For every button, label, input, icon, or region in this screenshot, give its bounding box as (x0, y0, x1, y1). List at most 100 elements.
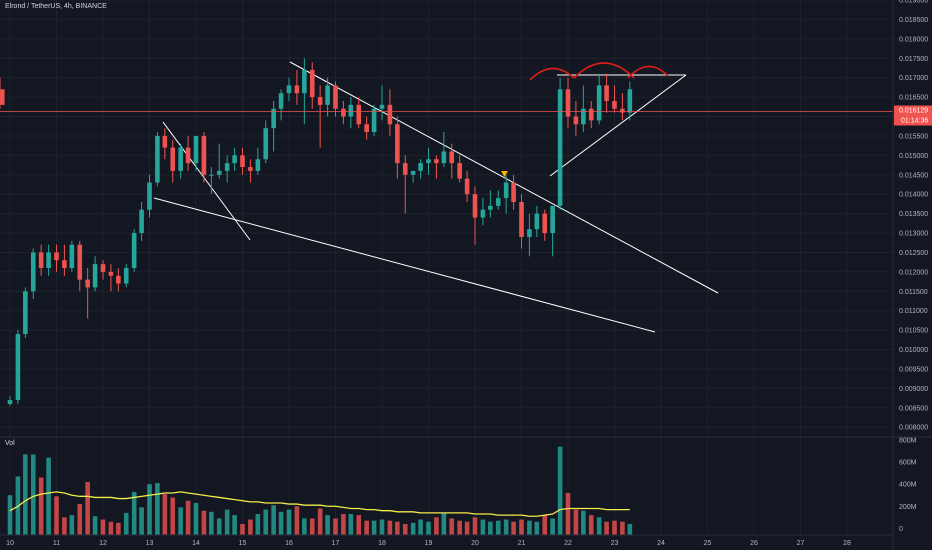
volume-bar (116, 522, 121, 535)
price-tick-label: 0.013000 (899, 231, 928, 238)
volume-bar (620, 521, 625, 535)
volume-bar (123, 512, 129, 535)
time-tick-label: 12 (99, 540, 107, 547)
candle-body (216, 170, 222, 175)
candle-body (434, 159, 439, 164)
candle-body (557, 89, 563, 206)
volume-tick-label: 400M (899, 482, 917, 489)
top-arc-3[interactable] (627, 65, 669, 79)
time-tick-label: 13 (146, 540, 154, 547)
candle-body (542, 213, 548, 234)
symbol-title[interactable]: Elrond / TetherUS, 4h, BINANCE (5, 3, 107, 10)
volume-bar (588, 515, 594, 535)
volume-axis[interactable]: 0 200M 400M 600M 800M (899, 438, 917, 533)
candle-body (387, 104, 393, 125)
top-arc-2[interactable] (573, 62, 635, 79)
candle-body (7, 400, 13, 404)
descending-resistance-line[interactable] (289, 61, 719, 294)
volume-bar (162, 494, 168, 535)
candle-body (317, 97, 323, 105)
candle-body (46, 252, 51, 268)
volume-bar (488, 521, 493, 535)
price-tick-label: 0.011000 (899, 308, 928, 315)
volume-tick-label: 200M (899, 504, 917, 511)
volume-bar (286, 509, 292, 535)
volume-bar (155, 483, 160, 535)
volume-bar (201, 510, 207, 535)
price-tick-label: 0.015500 (899, 133, 928, 140)
lower-channel-line[interactable] (153, 197, 656, 333)
volume-ma-line (9, 491, 630, 517)
current-price-label: 0.016129 01:14:36 (894, 105, 932, 126)
candle-body (364, 124, 369, 133)
candle-body (248, 167, 253, 171)
top-arc-1[interactable] (529, 67, 575, 81)
price-tick-label: 0.017500 (899, 56, 928, 63)
candle-body (333, 85, 338, 109)
grid-lines (0, 0, 893, 535)
volume-bar (410, 522, 416, 535)
price-axis[interactable]: 0.008000 0.008500 0.009000 0.009500 0.010000… (899, 0, 928, 432)
candle-body (612, 100, 617, 109)
candle-body (131, 233, 137, 268)
candle-body (100, 264, 106, 272)
volume-bar (472, 517, 478, 535)
volume-bar (627, 523, 633, 535)
candle-body (193, 135, 199, 164)
volume-bar (209, 511, 214, 535)
time-tick-label: 19 (425, 540, 433, 547)
triangle-rising-line[interactable] (549, 74, 687, 177)
time-tick-label: 17 (332, 540, 340, 547)
price-tick-label: 0.017000 (899, 75, 928, 82)
candle-body (379, 104, 385, 109)
time-axis[interactable]: 10 11 12 13 14 15 16 17 18 19 20 21 22 23 24 25 26 27 28 (6, 540, 851, 547)
volume-bar (216, 518, 222, 535)
candle-body (0, 89, 5, 105)
volume-bar (542, 515, 548, 535)
time-tick-label: 14 (192, 540, 200, 547)
candle-body (170, 147, 176, 171)
upper-channel-line[interactable] (162, 121, 251, 241)
candle-body (472, 194, 478, 218)
volume-bar (573, 509, 579, 535)
volume-bar (565, 493, 571, 535)
volume-bar (341, 514, 346, 535)
time-tick-label: 20 (471, 540, 479, 547)
candle-body (395, 124, 400, 164)
price-tick-label: 0.015000 (899, 153, 928, 160)
candle-body (596, 85, 602, 121)
candle-body (77, 244, 83, 280)
candle-body (294, 85, 300, 94)
time-tick-label: 11 (53, 540, 60, 547)
candle-body (348, 104, 354, 117)
candle-body (23, 291, 28, 335)
volume-bar (426, 521, 431, 535)
candle-body (527, 229, 532, 237)
volume-bar (85, 481, 90, 535)
volume-bar (139, 507, 144, 535)
volume-bar (278, 511, 284, 535)
candle-body (224, 163, 230, 171)
volume-bar (604, 521, 609, 535)
volume-bars-layer (7, 446, 633, 535)
volume-bar (271, 505, 276, 535)
candle-body (325, 85, 330, 105)
candle-body (162, 135, 168, 148)
time-tick-label: 21 (518, 540, 526, 547)
volume-bar (348, 514, 354, 535)
candle-body (488, 205, 493, 210)
drawing-layer[interactable] (153, 61, 719, 333)
volume-bar (527, 520, 532, 535)
volume-bar (364, 520, 369, 535)
volume-indicator-label[interactable]: Vol (5, 440, 15, 447)
candle-body (85, 279, 90, 288)
candle-body (209, 174, 214, 176)
volume-bar (418, 519, 423, 535)
candle-body (255, 159, 261, 171)
candle-body (534, 213, 540, 230)
volume-bar (371, 520, 377, 535)
volume-bar (612, 520, 617, 535)
time-tick-label: 27 (797, 540, 805, 547)
time-tick-label: 24 (657, 540, 665, 547)
